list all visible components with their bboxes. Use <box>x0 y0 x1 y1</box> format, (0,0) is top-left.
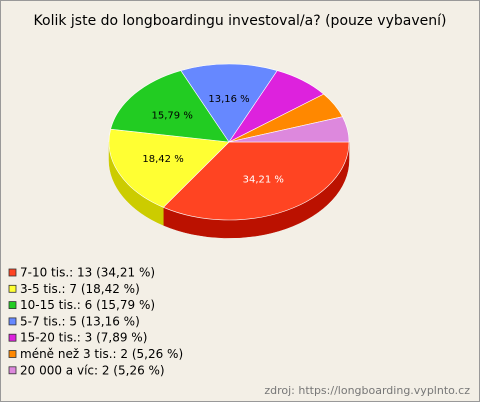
slice <box>108 128 230 208</box>
legend-label: 15-20 tis.: 3 (7,89 %) <box>20 331 147 345</box>
data-label: 13,16 % <box>208 94 249 105</box>
slice <box>180 63 278 143</box>
legend-swatch <box>8 284 17 293</box>
legend-swatch <box>8 366 17 375</box>
source: zdroj: https://longboarding.vyplnto.cz <box>264 384 470 397</box>
legend-label: méně než 3 tis.: 2 (5,26 %) <box>20 347 183 361</box>
legend-swatch <box>8 301 17 310</box>
legend-swatch <box>8 350 17 358</box>
legend-label: 20 000 a víc: 2 (5,26 %) <box>20 363 165 377</box>
chart-title: Kolik jste do longboardingu investoval/a… <box>34 13 447 29</box>
legend-swatch <box>8 333 17 342</box>
legend-label: 10-15 tis.: 6 (15,79 %) <box>20 298 155 312</box>
legend-swatch <box>8 268 17 277</box>
legend-swatch <box>8 317 17 326</box>
data-label: 34,21 % <box>243 175 284 186</box>
slice <box>228 116 350 143</box>
data-label: 18,42 % <box>142 154 183 165</box>
legend-label: 5-7 tis.: 5 (13,16 %) <box>20 314 140 328</box>
legend-label: 3-5 tis.: 7 (18,42 %) <box>20 282 140 296</box>
data-label: 15,79 % <box>152 111 193 122</box>
legend-label: 7-10 tis.: 13 (34,21 %) <box>20 266 155 280</box>
slice <box>110 70 230 143</box>
